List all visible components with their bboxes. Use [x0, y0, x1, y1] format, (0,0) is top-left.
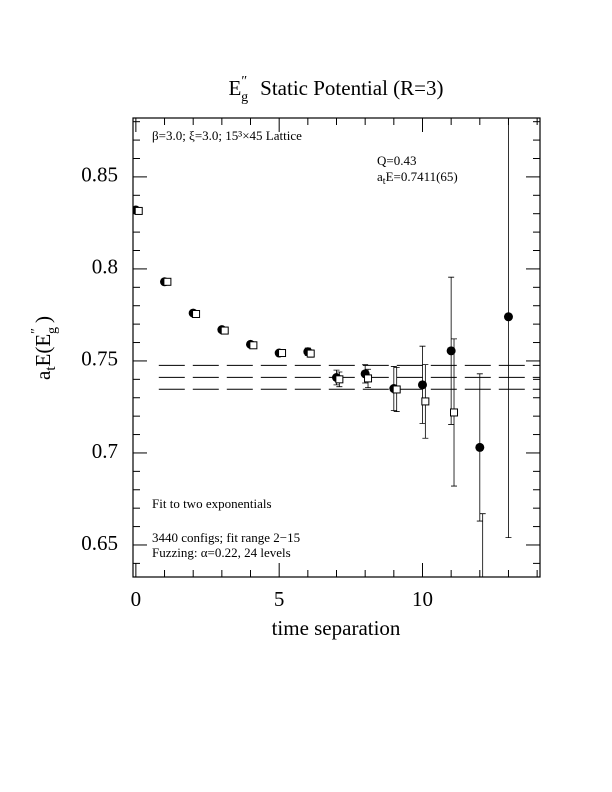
y-tick-label: 0.7 — [92, 439, 118, 463]
annotation: Fit to two exponentials — [152, 496, 272, 511]
annotation-text: E=0.7411(65) — [386, 169, 458, 184]
point-circle — [446, 346, 456, 356]
x-tick-label: 10 — [412, 587, 433, 611]
annotation-sub: t — [383, 176, 386, 187]
y-tick-label: 0.8 — [92, 255, 118, 279]
annotation-a: a — [377, 169, 383, 184]
y-label-close: ) — [31, 316, 55, 323]
point-square — [249, 341, 258, 350]
plot-area — [133, 118, 540, 613]
title-sub: g — [241, 90, 248, 105]
y-label-a: a — [31, 370, 55, 380]
x-tick-label: 0 — [131, 587, 142, 611]
point-square — [220, 326, 229, 335]
point-square — [192, 310, 201, 319]
title-prime: ″ — [241, 74, 247, 89]
x-axis-label: time separation — [272, 616, 401, 640]
x-tick-label: 5 — [274, 587, 285, 611]
point-square — [306, 349, 315, 358]
title-text: Static Potential (R=3) — [260, 76, 443, 100]
y-label-prime: ″ — [29, 328, 44, 334]
point-square — [278, 349, 287, 358]
annotation: 3440 configs; fit range 2−15 — [152, 530, 300, 545]
point-circle — [503, 312, 513, 322]
annotation: β=3.0; ξ=3.0; 15³×45 Lattice — [152, 128, 302, 143]
y-label-sub: t — [43, 366, 59, 371]
y-tick-label: 0.65 — [81, 531, 118, 555]
point-square — [163, 277, 172, 286]
point-square — [335, 375, 344, 384]
y-axis-label: atE(E″g) — [29, 316, 60, 380]
point-square — [421, 397, 430, 406]
annotation: Fuzzing: α=0.22, 24 levels — [152, 545, 291, 560]
title-symbol: E — [229, 76, 242, 100]
point-square — [134, 206, 143, 215]
point-square — [450, 408, 459, 417]
point-square — [392, 385, 401, 394]
chart-title: E″ g Static Potential (R=3) — [229, 74, 444, 105]
y-tick-label: 0.75 — [81, 347, 118, 371]
annotation: Q=0.43 — [377, 153, 416, 168]
y-label-main: E(E — [31, 334, 55, 367]
point-square — [364, 374, 373, 383]
y-label-sub2: g — [45, 327, 60, 334]
point-circle — [475, 442, 485, 452]
point-circle — [417, 380, 427, 390]
y-tick-label: 0.85 — [81, 163, 118, 187]
point-square — [479, 606, 486, 613]
annotation: atE=0.7411(65) — [377, 169, 458, 187]
error-bar — [479, 513, 486, 577]
